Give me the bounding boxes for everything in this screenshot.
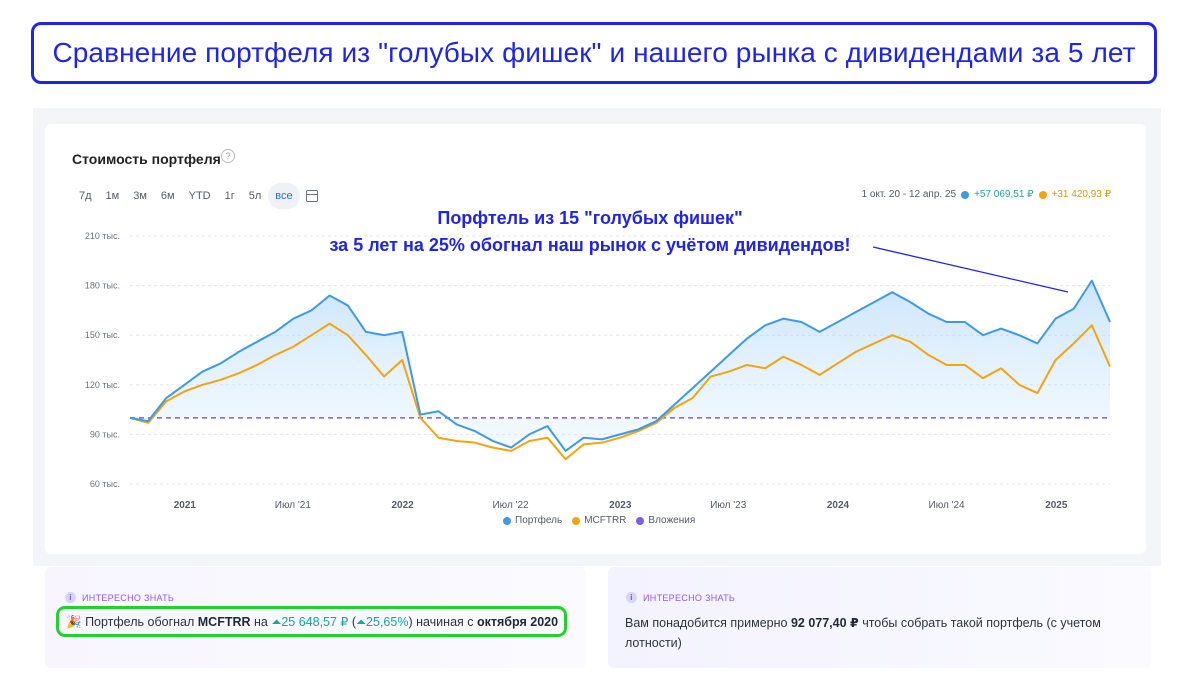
portfolio-change: +57 069,51 ₽ (974, 189, 1034, 200)
legend-investment[interactable]: Вложения (636, 515, 695, 526)
outperform-amount: 25 648,57 ₽ (281, 615, 349, 629)
cost-amount: 92 077,40 ₽ (790, 616, 859, 630)
legend-index-label: MCFTRR (584, 515, 627, 526)
y-tick-label: 210 тыс. (85, 231, 120, 241)
calendar-icon[interactable] (305, 190, 318, 202)
outperform-t4: ) начиная с (408, 615, 477, 629)
legend-portfolio-label: Портфель (515, 515, 563, 526)
period-all[interactable]: все (268, 183, 300, 209)
portfolio-cost-text: Вам понадобится примерно 92 077,40 ₽ что… (625, 613, 1125, 653)
y-tick-label: 120 тыс. (85, 380, 120, 390)
x-tick-label: 2024 (827, 500, 850, 511)
x-tick-label: 2021 (174, 500, 197, 511)
portfolio-dot-icon (961, 190, 970, 199)
outperform-index: MCFTRR (197, 615, 251, 629)
page-title: Сравнение портфеля из "голубых фишек" и … (31, 22, 1157, 84)
x-tick-label: 2023 (609, 500, 632, 511)
info-head-right-text: ИНТЕРЕСНО ЗНАТЬ (643, 592, 736, 603)
y-tick-label: 150 тыс. (85, 330, 120, 340)
question-icon[interactable]: ? (221, 149, 235, 163)
outperform-since: октября 2020 (476, 615, 559, 629)
legend-portfolio-dot-icon (503, 516, 511, 525)
y-tick-label: 180 тыс. (85, 281, 120, 291)
party-icon: 🎉 (66, 615, 82, 629)
info-card-right: i ИНТЕРЕСНО ЗНАТЬ (608, 567, 1151, 668)
legend-investment-label: Вложения (648, 515, 696, 526)
info-head-right: i ИНТЕРЕСНО ЗНАТЬ (626, 592, 735, 603)
annotation: Порфтель из 15 "голубых фишек" за 5 лет … (290, 205, 890, 259)
annotation-line1: Порфтель из 15 "голубых фишек" (437, 208, 743, 228)
outperform-t2: на (250, 615, 272, 629)
up-arrow-icon: ⏶ (271, 615, 282, 629)
up-arrow-icon-2: ⏶ (356, 615, 367, 629)
info-card-left: i ИНТЕРЕСНО ЗНАТЬ (45, 567, 586, 668)
legend-index-dot-icon (572, 516, 581, 525)
series-line-portfolio (129, 279, 1111, 452)
cost-t2: чтобы собрать такой портфель (с учетом л… (625, 616, 1101, 650)
portfolio-area (130, 280, 1110, 451)
index-change: +31 420,93 ₽ (1051, 189, 1111, 200)
range-dates: 1 окт. 20 - 12 апр. 25 (861, 189, 957, 200)
outperform-percent: 25,65% (366, 615, 409, 629)
annotation-pointer (872, 246, 1069, 293)
annotation-line2: за 5 лет на 25% обогнал наш рынок с учёт… (329, 235, 851, 255)
x-tick-label: Июл '23 (710, 500, 747, 511)
highlight-box (56, 606, 567, 637)
period-1m[interactable]: 1м (105, 190, 120, 202)
info-icon-2: i (626, 592, 637, 603)
period-6m[interactable]: 6м (160, 190, 175, 202)
period-ytd[interactable]: YTD (188, 190, 211, 202)
outperform-text: 🎉 Портфель обогнал MCFTRR на ⏶25 648,57 … (66, 614, 558, 630)
x-tick-label: 2022 (391, 500, 414, 511)
info-head-left-text: ИНТЕРЕСНО ЗНАТЬ (82, 592, 175, 603)
period-7d[interactable]: 7д (79, 190, 92, 202)
y-tick-label: 60 тыс. (90, 479, 120, 489)
series-line-mcftrr (129, 322, 1111, 461)
period-1y[interactable]: 1г (224, 190, 235, 202)
period-5y[interactable]: 5л (248, 190, 262, 202)
period-selector: 7д 1м 3м 6м YTD 1г 5л все (72, 183, 318, 209)
index-dot-icon (1038, 190, 1047, 199)
x-tick-label: 2025 (1045, 500, 1068, 511)
info-head-left: i ИНТЕРЕСНО ЗНАТЬ (65, 592, 174, 603)
range-info: 1 окт. 20 - 12 апр. 25 +57 069,51 ₽ +31 … (862, 189, 1111, 200)
legend-index[interactable]: MCFTRR (572, 515, 626, 526)
x-tick-label: Июл '22 (492, 500, 529, 511)
chart-legend: Портфель MCFTRR Вложения (503, 515, 695, 526)
card-title: Стоимость портфеля (72, 151, 221, 167)
outperform-t3: ( (348, 615, 357, 629)
legend-investment-dot-icon (636, 516, 645, 525)
x-tick-label: Июл '24 (929, 500, 966, 511)
outperform-t1: Портфель обогнал (85, 615, 198, 629)
period-3m[interactable]: 3м (133, 190, 147, 202)
y-tick-label: 90 тыс. (90, 429, 120, 439)
info-icon: i (65, 592, 76, 603)
cost-t1: Вам понадобится примерно (625, 616, 791, 630)
x-tick-label: Июл '21 (275, 500, 312, 511)
legend-portfolio[interactable]: Портфель (503, 515, 562, 526)
page-title-text: Сравнение портфеля из "голубых фишек" и … (52, 37, 1136, 68)
